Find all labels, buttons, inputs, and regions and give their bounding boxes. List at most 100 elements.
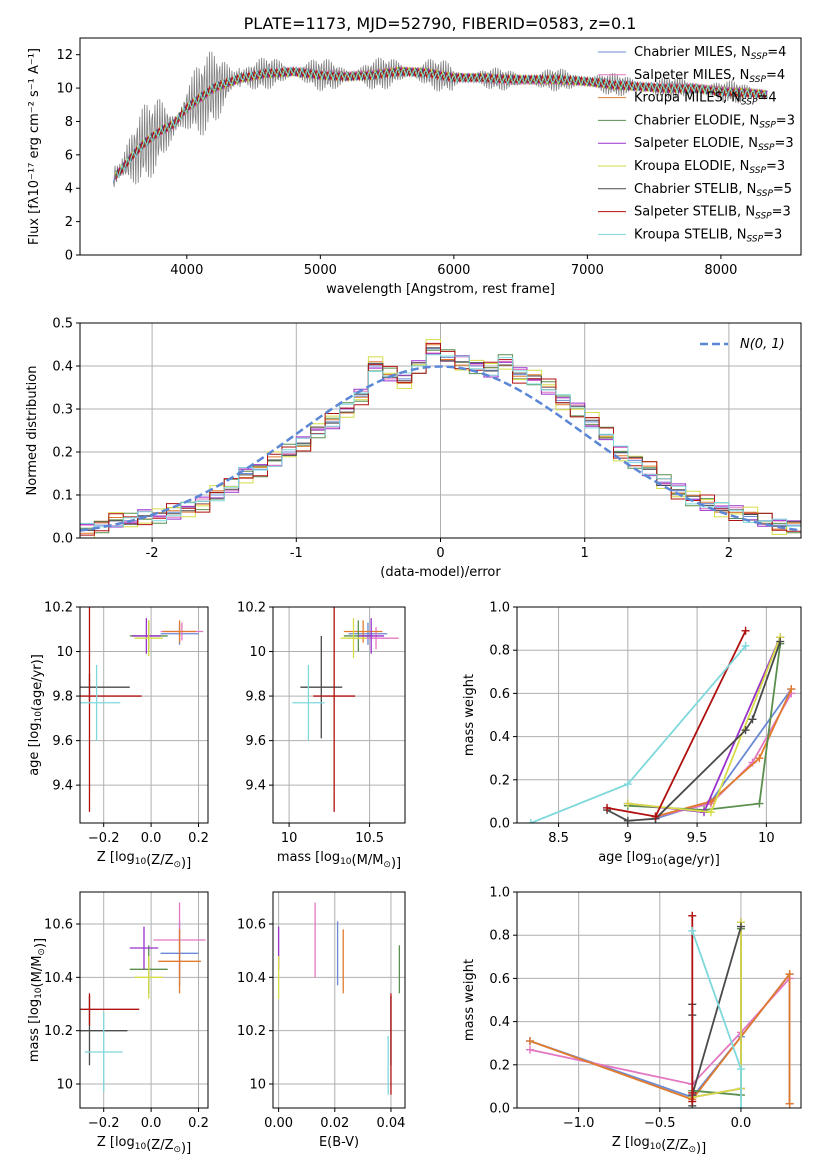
y-tick-label: 2 xyxy=(65,215,73,230)
panel-age-vs-Z: −0.2 0.0 0.2 9.4 9.6 9.8 10 10.2 Z [log10(Z/Z⊙)]… xyxy=(27,601,209,872)
x-tick-label: −1.0 xyxy=(563,1116,595,1131)
y-axis-label: mass weight xyxy=(462,674,477,756)
legend-label-kroupa-elodie-n-ssp-3: Kroupa ELODIE, NSSP=3 xyxy=(634,159,785,176)
legend-label-salpeter-elodie-n-ssp-3: Salpeter ELODIE, NSSP=3 xyxy=(634,136,794,153)
x-tick-label: 0.2 xyxy=(188,831,209,846)
y-tick-label: 9.8 xyxy=(52,690,73,705)
x-tick-label: 5000 xyxy=(304,263,337,278)
y-tick-label: 9.4 xyxy=(245,779,266,794)
x-tick-label: −0.5 xyxy=(644,1116,676,1131)
y-tick-label: 10.2 xyxy=(237,1024,266,1039)
axes-frame xyxy=(516,606,802,824)
legend-label-salpeter-stelib-n-ssp-3: Salpeter STELIB, NSSP=3 xyxy=(634,205,791,222)
axes-frame xyxy=(516,891,802,1109)
legend-label-gaussian: N(0, 1) xyxy=(740,337,785,352)
plot-area xyxy=(112,51,769,188)
y-tick-label: 10.6 xyxy=(237,918,266,933)
weight-line-chabrier-elodie xyxy=(627,643,782,811)
x-tick-label: 10 xyxy=(281,831,298,846)
y-tick-label: 1.0 xyxy=(489,601,510,616)
y-tick-label: 10 xyxy=(249,645,266,660)
y-tick-label: 10 xyxy=(56,645,73,660)
y-tick-label: 0.0 xyxy=(489,1102,510,1117)
plot-area xyxy=(526,626,796,823)
y-tick-label: 10 xyxy=(249,1078,266,1093)
y-tick-label: 0.4 xyxy=(489,1015,510,1030)
histogram-kroupa-stelib xyxy=(80,354,801,528)
panel-mass-vs-Z: −0.2 0.0 0.2 10 10.2 10.4 10.6 Z [log10(Z/Z⊙)] m… xyxy=(27,891,209,1156)
x-axis-label: Z [log10(Z/Z⊙)] xyxy=(97,1135,191,1156)
y-tick-label: 0.0 xyxy=(52,532,73,547)
axes-frame xyxy=(79,891,209,1109)
axes-frame xyxy=(79,37,802,256)
y-tick-label: 10.4 xyxy=(237,971,266,986)
y-tick-label: 0.1 xyxy=(52,489,73,504)
model-line-salpeter-stelib-n-ssp-3 xyxy=(115,66,768,180)
x-tick-label: 0 xyxy=(436,546,444,561)
panel-spectrum: 4000 5000 6000 7000 8000 0 2 4 6 8 10 12 wavelength … xyxy=(27,37,802,297)
y-tick-label: 8 xyxy=(65,115,73,130)
weight-line-chabrier-stelib xyxy=(606,641,782,822)
y-tick-label: 4 xyxy=(65,182,73,197)
legend-label-salpeter-miles-n-ssp-4: Salpeter MILES, NSSP=4 xyxy=(634,68,785,85)
panel-age-vs-mass: 10 10.5 9.4 9.6 9.8 10 10.2 mass [log10(M/M⊙)] xyxy=(237,601,406,871)
x-tick-label: 0.0 xyxy=(141,831,162,846)
x-tick-label: 9.5 xyxy=(687,831,708,846)
x-tick-label: 2 xyxy=(725,546,733,561)
x-tick-label: 8.5 xyxy=(548,831,569,846)
legend-label-chabrier-miles-n-ssp-4: Chabrier MILES, NSSP=4 xyxy=(634,45,786,62)
plot-area xyxy=(277,902,401,1095)
y-tick-label: 10.6 xyxy=(44,918,73,933)
plot-area xyxy=(525,911,794,1108)
histogram-salpeter-stelib xyxy=(80,342,801,536)
plot-panels: 4000 5000 6000 7000 8000024681012wavelength … xyxy=(25,37,802,1156)
y-tick-label: 12 xyxy=(56,48,73,63)
y-axis-label: Normed distribution xyxy=(25,366,40,496)
x-tick-label: 9 xyxy=(624,831,632,846)
legend-label-chabrier-stelib-n-ssp-5: Chabrier STELIB, NSSP=5 xyxy=(634,182,792,199)
y-tick-label: 0.2 xyxy=(52,446,73,461)
spectrum-legend: Chabrier MILES, NSSP=4 Salpeter MILES, NS… xyxy=(598,45,795,244)
x-tick-label: 0.04 xyxy=(376,1116,405,1131)
figure-title: PLATE=1173, MJD=52790, FIBERID=0583, z=0… xyxy=(244,14,637,33)
x-axis-label: mass [log10(M/M⊙)] xyxy=(277,850,401,871)
x-tick-label: 0.2 xyxy=(188,1116,209,1131)
x-tick-label: 1 xyxy=(581,546,589,561)
x-tick-label: −0.2 xyxy=(88,1116,120,1131)
x-tick-label: -2 xyxy=(146,546,159,561)
x-axis-label: age [log10(age/yr)] xyxy=(598,850,720,868)
panel-residuals: -2 -1 0 1 2 0.0 0.1 0.2 0.3 0.4 0.5 (data-model)/er… xyxy=(25,317,802,580)
y-axis-label: mass weight xyxy=(462,959,477,1041)
x-tick-label: 10.5 xyxy=(355,831,384,846)
y-tick-label: 9.6 xyxy=(245,734,266,749)
weight-line-salpeter-elodie xyxy=(627,636,782,814)
axes-frame xyxy=(272,606,406,824)
y-axis-label: Flux [fλ10⁻¹⁷ erg cm⁻² s⁻¹ A⁻¹] xyxy=(27,48,42,245)
axes-frame xyxy=(79,606,209,824)
weight-line-kroupa-elodie xyxy=(627,636,782,814)
y-tick-label: 10 xyxy=(56,1078,73,1093)
weight-line-kroupa-stelib xyxy=(530,645,747,823)
y-tick-label: 0.4 xyxy=(52,360,73,375)
panel-weight-vs-Z: −1.0 −0.5 0.0 0.0 0.2 0.4 0.6 0.8 1.0 Z [log10(Z/… xyxy=(462,886,802,1156)
x-axis-label: E(B-V) xyxy=(319,1135,359,1150)
x-tick-label: −0.2 xyxy=(88,831,120,846)
y-tick-label: 10 xyxy=(56,82,73,97)
axes-frame xyxy=(272,891,406,1109)
y-tick-label: 0.2 xyxy=(489,1058,510,1073)
x-tick-label: 0.02 xyxy=(320,1116,349,1131)
x-axis-label: Z [log10(Z/Z⊙)] xyxy=(612,1135,706,1156)
x-tick-label: 4000 xyxy=(170,263,203,278)
y-axis-label: mass [log10(M/M⊙)] xyxy=(27,938,48,1062)
x-tick-label: 0.0 xyxy=(141,1116,162,1131)
y-tick-label: 9.4 xyxy=(52,779,73,794)
y-tick-label: 0.6 xyxy=(489,972,510,987)
legend-label-chabrier-elodie-n-ssp-3: Chabrier ELODIE, NSSP=3 xyxy=(634,113,795,130)
plot-area xyxy=(80,902,206,1092)
panel-weight-vs-age: 8.5 9 9.5 10 0.0 0.2 0.4 0.6 0.8 1.0 age [log10(ag… xyxy=(462,601,802,868)
y-tick-label: 10.4 xyxy=(44,971,73,986)
y-tick-label: 6 xyxy=(65,148,73,163)
x-axis-label: (data-model)/error xyxy=(380,565,501,580)
y-tick-label: 0.0 xyxy=(489,817,510,832)
